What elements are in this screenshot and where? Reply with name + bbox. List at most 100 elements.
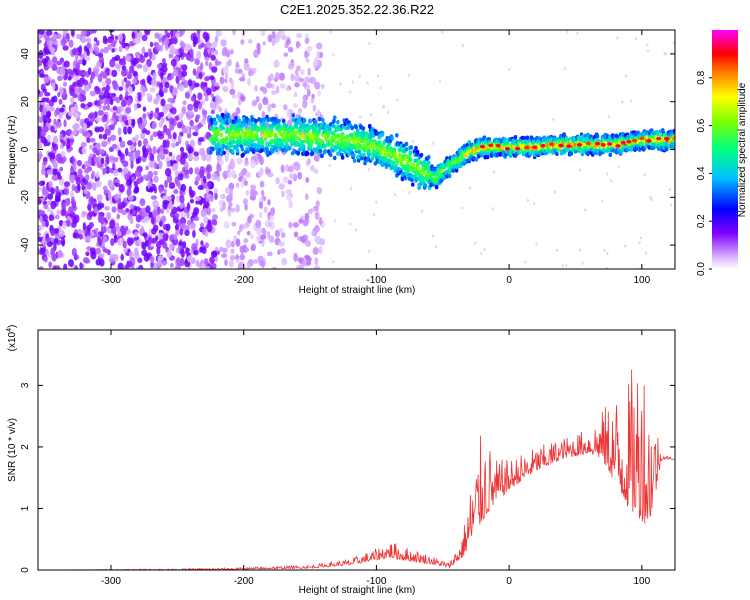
- spectrogram-cell: [247, 215, 252, 224]
- spectrogram-cell: [314, 257, 319, 266]
- spectrogram-cell: [170, 107, 177, 115]
- spectrogram-cell: [624, 74, 628, 78]
- spectrogram-cell: [223, 174, 228, 180]
- spectrogram-cell: [345, 134, 350, 139]
- spectrogram-cell: [61, 37, 67, 47]
- spectrogram-cell: [168, 151, 173, 157]
- spectrogram-cell: [143, 138, 149, 147]
- spectrogram-cell: [123, 126, 128, 135]
- spectrogram-cell: [171, 37, 178, 45]
- spectrogram-cell: [215, 30, 222, 37]
- spectrogram-cell: [234, 68, 239, 74]
- spectrogram-cell: [172, 86, 179, 95]
- spectrogram-cell: [243, 180, 248, 187]
- spectrogram-cell: [117, 127, 122, 136]
- spectrogram-cell: [285, 86, 290, 92]
- spectrogram-cell: [38, 186, 43, 192]
- spectrogram-cell: [563, 67, 567, 71]
- spectrogram-cell: [367, 141, 371, 146]
- spectrogram-cell: [320, 153, 324, 159]
- spectrogram-cell: [100, 48, 104, 54]
- spectrogram-cell: [38, 225, 44, 231]
- spectrogram-cell: [267, 76, 272, 83]
- spectrogram-cell: [191, 221, 196, 228]
- spectrogram-cell: [249, 188, 255, 197]
- spectrogram-cell: [97, 203, 102, 211]
- spectrogram-cell: [649, 195, 652, 200]
- spectrogram-cell: [297, 116, 302, 121]
- spectrogram-cell: [668, 187, 671, 192]
- spectrogram-cell: [153, 162, 158, 169]
- spectrogram-cell: [209, 194, 214, 203]
- spectrogram-cell: [209, 75, 215, 81]
- spectrogram-cell: [211, 41, 218, 49]
- spectrogram-cell: [193, 100, 201, 105]
- spectrogram-cell: [143, 253, 150, 262]
- spectrogram-cell: [110, 124, 116, 131]
- spectrogram-cell: [83, 84, 90, 92]
- spectrogram-cell: [99, 91, 104, 96]
- spectrogram-cell: [131, 118, 136, 126]
- spectrogram-cell: [38, 115, 42, 122]
- spectrogram-cell: [59, 166, 64, 172]
- spectrogram-cell: [327, 130, 331, 135]
- spectrogram-cell: [367, 168, 370, 172]
- spectrogram-cell: [205, 32, 210, 42]
- spectrogram-cell: [136, 64, 143, 69]
- spectrogram-cell: [187, 146, 194, 154]
- spectrogram-cell: [302, 94, 307, 103]
- spectrogram-cell: [78, 69, 82, 77]
- spectrogram-cell: [214, 255, 219, 263]
- spectrogram-cell: [146, 58, 152, 68]
- spectrogram-cell: [103, 248, 110, 254]
- x-tick-label: -200: [234, 275, 254, 286]
- spectrogram-cell: [621, 147, 625, 153]
- spectrogram-cell: [85, 251, 90, 257]
- spectrogram-cell: [75, 53, 79, 61]
- spectrogram-cell: [230, 207, 236, 213]
- spectrogram-cell: [160, 98, 166, 107]
- spectrogram-cell: [601, 199, 604, 203]
- spectrogram-cell: [120, 253, 124, 261]
- spectrogram-cell: [242, 198, 248, 205]
- spectrogram-cell: [306, 158, 312, 165]
- spectrogram-cell: [44, 34, 50, 42]
- spectrogram-cell: [298, 128, 303, 133]
- spectrogram-cell: [237, 98, 242, 106]
- spectrogram-cell: [125, 90, 129, 97]
- spectrogram-cell: [298, 77, 304, 83]
- spectrogram-cell: [63, 119, 67, 128]
- spectrogram-cell: [114, 63, 121, 69]
- spectrogram-hotspot: [495, 143, 501, 148]
- spectrogram-cell: [214, 192, 218, 200]
- spectrogram-cell: [167, 175, 171, 183]
- spectrogram-cell: [399, 160, 404, 166]
- spectrogram-cell: [609, 179, 613, 183]
- spectrogram-cell: [354, 125, 359, 130]
- spectrogram-cell: [71, 247, 77, 257]
- spectrogram-cell: [153, 186, 158, 194]
- spectrogram-cell: [216, 163, 222, 173]
- spectrogram-cell: [106, 227, 112, 234]
- spectrogram-cell: [297, 120, 302, 125]
- spectrogram-cell: [59, 57, 65, 63]
- spectrogram-cell: [524, 260, 527, 264]
- spectrogram-cell: [156, 94, 161, 102]
- spectrogram-cell: [200, 262, 207, 269]
- spectrogram-cell: [95, 171, 100, 179]
- snr-marks: [38, 370, 675, 570]
- spectrogram-cell: [664, 52, 668, 56]
- spectrogram-cell: [182, 79, 189, 89]
- spectrogram-cell: [224, 136, 229, 141]
- spectrogram-cell: [386, 110, 390, 114]
- spectrogram-cell: [225, 49, 231, 58]
- spectrogram-cell: [156, 246, 161, 255]
- spectrogram-cell: [82, 122, 87, 132]
- spectrogram-cell: [90, 71, 96, 80]
- spectrogram-cell: [206, 87, 212, 96]
- spectrogram-cell: [195, 259, 200, 267]
- spectrogram-cell: [94, 111, 98, 119]
- spectrogram-cell: [155, 107, 160, 113]
- spectrogram-cell: [368, 42, 371, 46]
